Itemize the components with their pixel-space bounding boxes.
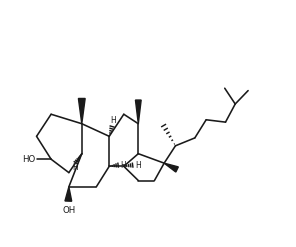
Text: H: H xyxy=(73,164,78,172)
Text: H: H xyxy=(110,116,116,125)
Text: HO: HO xyxy=(22,155,36,164)
Text: H: H xyxy=(121,161,126,169)
Polygon shape xyxy=(136,100,141,124)
Polygon shape xyxy=(78,99,85,124)
Text: OH: OH xyxy=(62,206,75,215)
Polygon shape xyxy=(164,163,178,172)
Text: H: H xyxy=(135,161,141,169)
Polygon shape xyxy=(65,187,72,201)
